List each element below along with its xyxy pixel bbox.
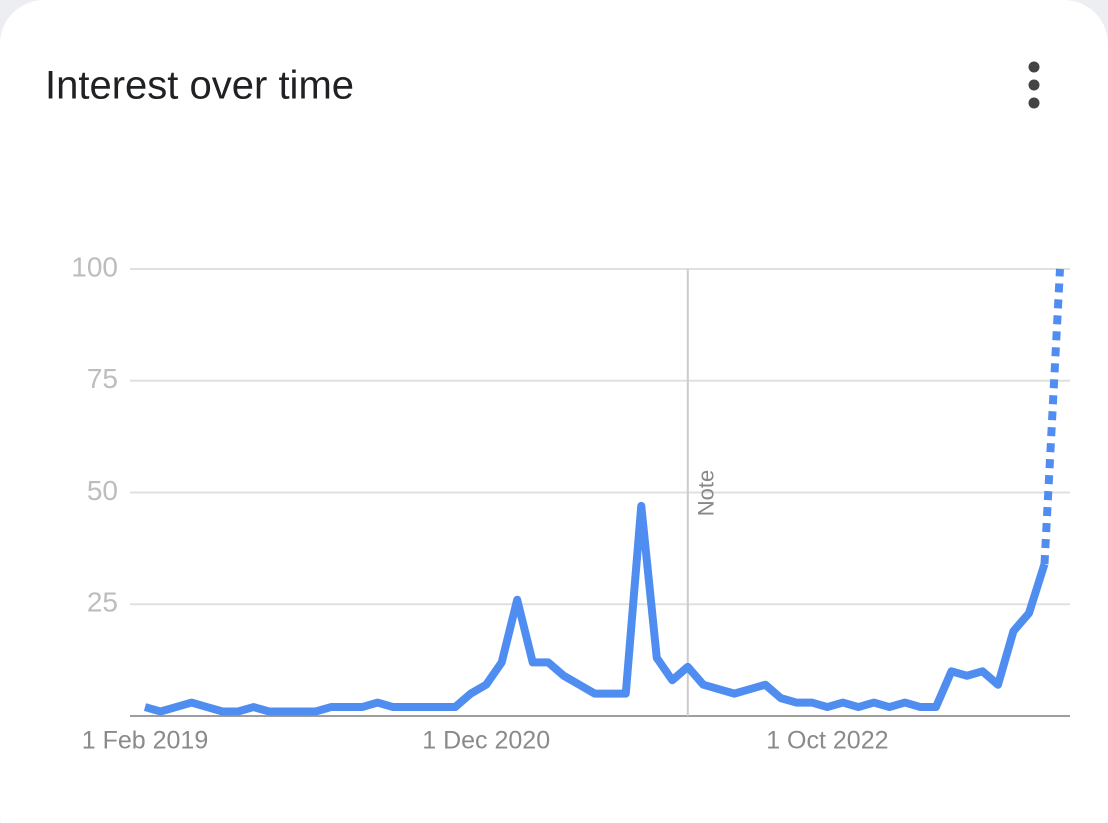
y-tick-label: 50 — [87, 475, 118, 506]
menu-button[interactable] — [1028, 61, 1040, 109]
menu-dot[interactable] — [1028, 97, 1040, 109]
y-tick-label: 25 — [87, 587, 118, 618]
y-tick-label: 75 — [87, 363, 118, 394]
x-tick-label: 1 Oct 2022 — [766, 727, 888, 755]
y-tick-label: 100 — [71, 251, 118, 282]
trend-line — [143, 501, 1049, 716]
menu-dot[interactable] — [1028, 79, 1040, 91]
annotation-label: Note — [694, 470, 719, 516]
menu-dot[interactable] — [1028, 61, 1040, 73]
partial-data-line — [1040, 268, 1064, 565]
x-tick-label: 1 Feb 2019 — [82, 727, 209, 755]
x-tick-label: 1 Dec 2020 — [422, 727, 550, 755]
chart-title: Interest over time — [45, 64, 354, 108]
